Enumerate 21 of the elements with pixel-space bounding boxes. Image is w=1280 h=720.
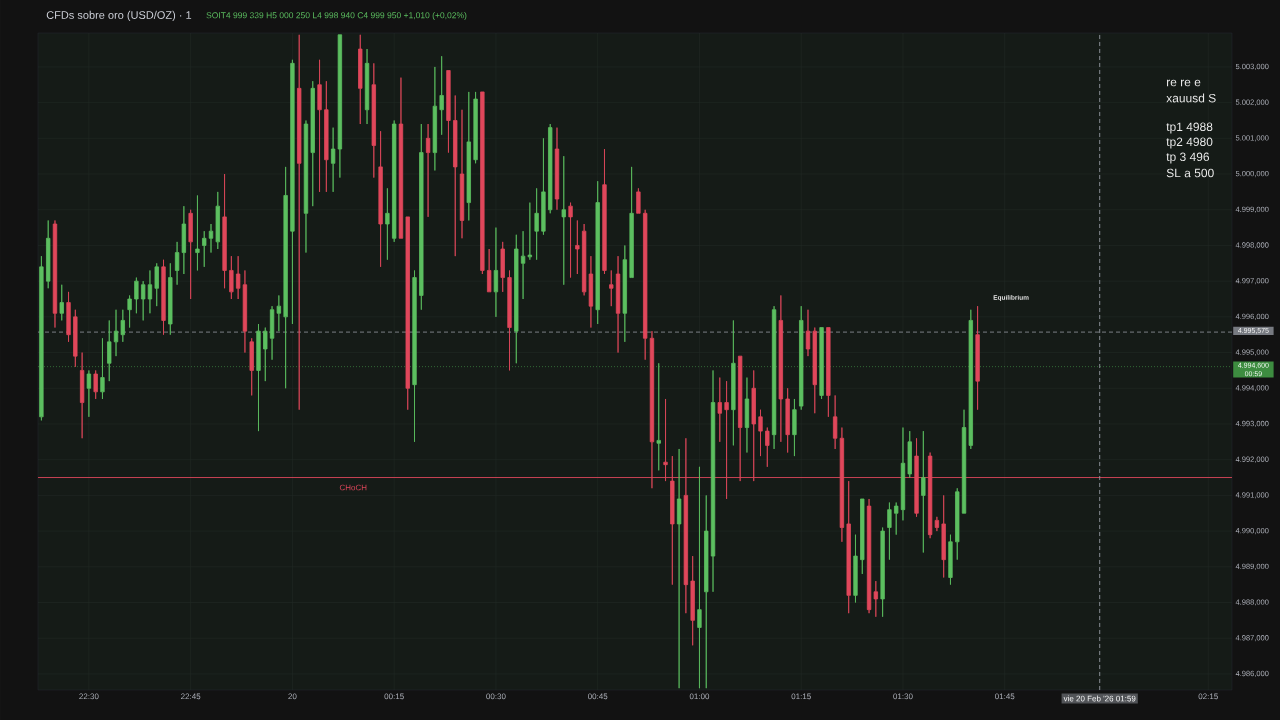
- x-tick-label: 22:30: [79, 693, 99, 700]
- chart-title: CFDs sobre oro (USD/OZ) · 1: [46, 10, 192, 22]
- x-tick-label: 01:45: [995, 693, 1015, 700]
- x-tick-label: 00:30: [486, 693, 506, 700]
- annotation: SL a 500: [1166, 168, 1214, 178]
- annotation: xauusd S: [1166, 93, 1216, 103]
- annotation: re re e: [1167, 79, 1201, 87]
- x-tick-label: 01:00: [689, 693, 710, 700]
- x-tick-label: 01:15: [791, 693, 811, 700]
- ref-line-label: CHoCH: [339, 484, 367, 491]
- x-tick-label: 20: [288, 693, 297, 700]
- x-tick-label: 22:45: [181, 693, 201, 700]
- annotation: tp1 4988: [1166, 122, 1213, 134]
- x-tick-label: 02:15: [1198, 693, 1218, 700]
- annotation: tp 3 496: [1166, 152, 1210, 164]
- x-tick-label: 00:45: [588, 693, 608, 700]
- x-tick-label: 00:15: [384, 693, 404, 700]
- chart-subtitle: SOIT4 999 339 H5 000 250 L4 998 940 C4 999 950 +1,010 (+0,02%): [206, 12, 467, 20]
- x-tick-label: 01:30: [893, 693, 913, 700]
- x-tick-label: vie 20 Feb '26 01:59: [1063, 695, 1136, 702]
- annotation: tp2 4980: [1166, 137, 1213, 149]
